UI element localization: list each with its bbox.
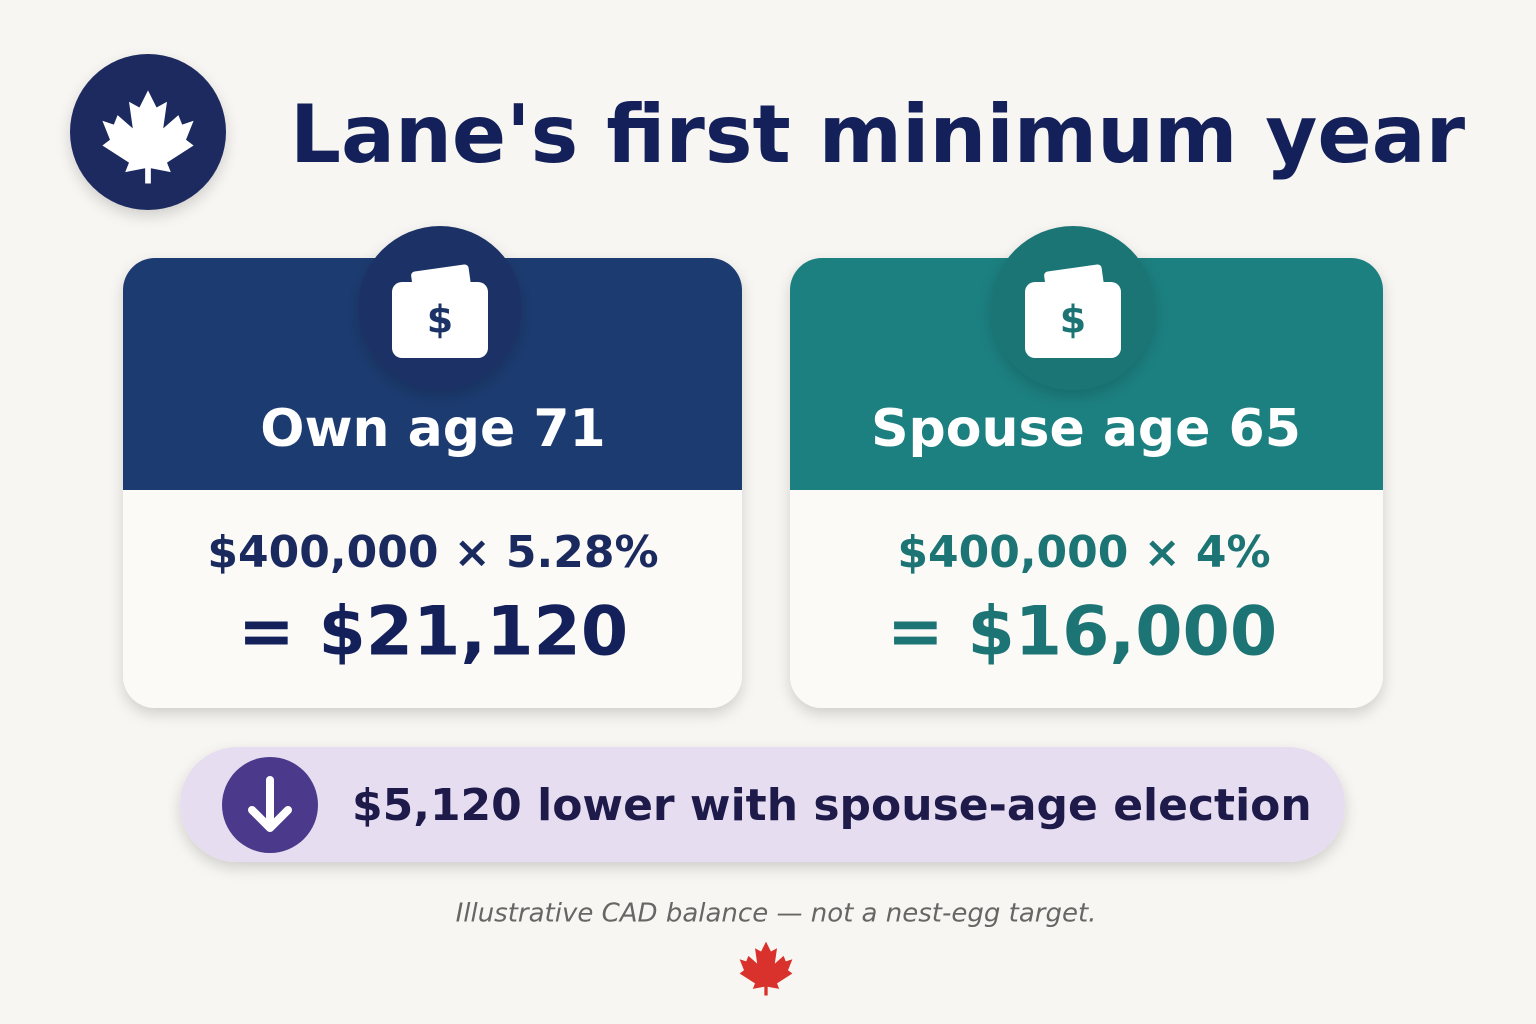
- footnote: Illustrative CAD balance — not a nest-eg…: [456, 899, 1097, 929]
- title: Lane's first minimum year: [290, 88, 1466, 181]
- card-result: = $21,120: [238, 593, 628, 672]
- banner: [180, 747, 1345, 862]
- card-heading: Own age 71: [260, 399, 605, 459]
- wallet-icon: [1025, 282, 1121, 358]
- card-heading: Spouse age 65: [871, 399, 1301, 459]
- wallet-icon: [392, 282, 488, 358]
- card-formula: $400,000 × 5.28%: [207, 527, 658, 578]
- down-arrow-icon: [248, 776, 292, 832]
- wallet-symbol: $: [427, 298, 453, 342]
- wallet-symbol: $: [1060, 298, 1086, 342]
- banner-text: $5,120 lower with spouse-age election: [352, 780, 1312, 831]
- card-formula: $400,000 × 4%: [897, 527, 1270, 578]
- card-result: = $16,000: [887, 593, 1277, 672]
